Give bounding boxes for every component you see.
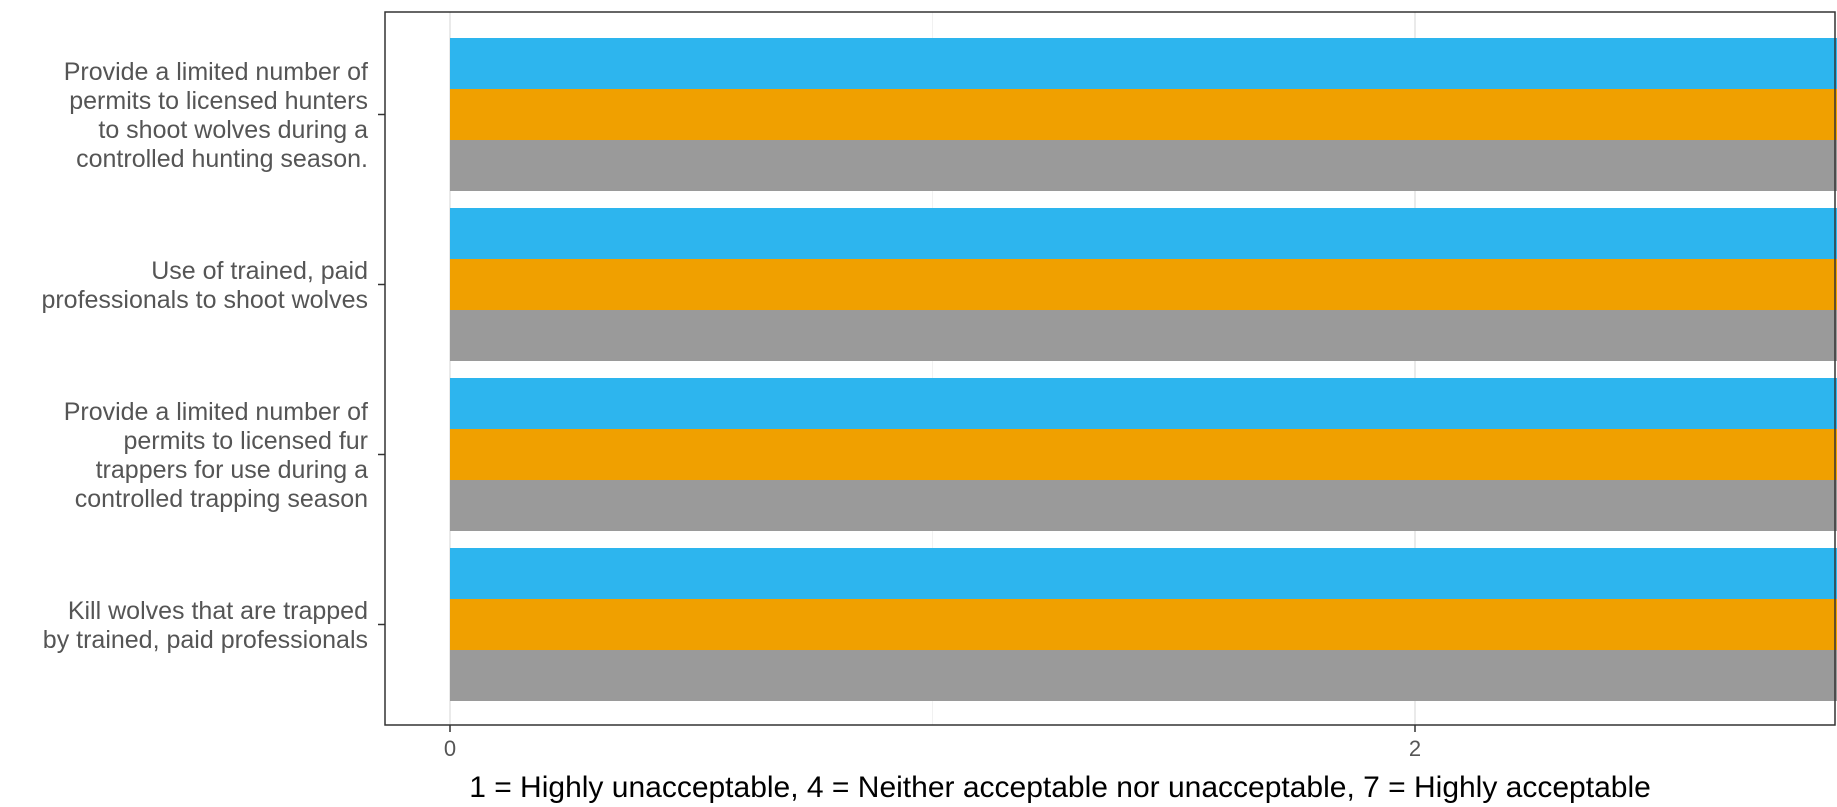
category-label-line: to shoot wolves during a (98, 116, 368, 144)
category-label-line: by trained, paid professionals (43, 626, 368, 654)
category-label-line: controlled hunting season. (76, 145, 368, 173)
x-axis-title: 1 = Highly unacceptable, 4 = Neither acc… (469, 771, 1651, 804)
x-tick-label: 2 (1409, 736, 1421, 761)
bar-1-series-3 (450, 140, 1837, 191)
category-label: Provide a limited number of permits to li… (64, 398, 368, 513)
bar-3-series-3 (450, 480, 1837, 531)
category-label: Kill wolves that are trapped by trained, … (43, 597, 368, 654)
bar-2-series-1 (450, 208, 1837, 259)
bar-3-series-1 (450, 378, 1837, 429)
bar-2-series-2 (450, 259, 1837, 310)
category-labels: Provide a limited number of permits to li… (41, 58, 368, 654)
bar-4-series-1 (450, 548, 1837, 599)
category-label-line: Use of trained, paid (151, 257, 368, 285)
bar-1-series-2 (450, 89, 1837, 140)
x-tick-label: 0 (444, 736, 456, 761)
category-label-line: professionals to shoot wolves (41, 286, 368, 314)
category-label-line: permits to licensed hunters (69, 87, 368, 115)
axis-ticks: 024 (378, 113, 1421, 761)
category-label-line: Kill wolves that are trapped (68, 597, 368, 625)
bar-4-series-2 (450, 599, 1837, 650)
category-label-line: controlled trapping season (75, 485, 368, 513)
category-label: Use of trained, paid professionals to sho… (41, 257, 368, 314)
category-label-line: Provide a limited number of (64, 58, 368, 86)
bar-2-series-3 (450, 310, 1837, 361)
bar-4-series-3 (450, 650, 1837, 701)
category-label-line: permits to licensed fur (123, 427, 368, 455)
bar-1-series-1 (450, 38, 1837, 89)
plot-panel-border (384, 11, 1836, 726)
bars (450, 38, 1837, 701)
category-label: Provide a limited number of permits to li… (64, 58, 368, 173)
category-label-line: trappers for use during a (96, 456, 368, 484)
category-label-line: Provide a limited number of (64, 398, 368, 426)
bar-3-series-2 (450, 429, 1837, 480)
